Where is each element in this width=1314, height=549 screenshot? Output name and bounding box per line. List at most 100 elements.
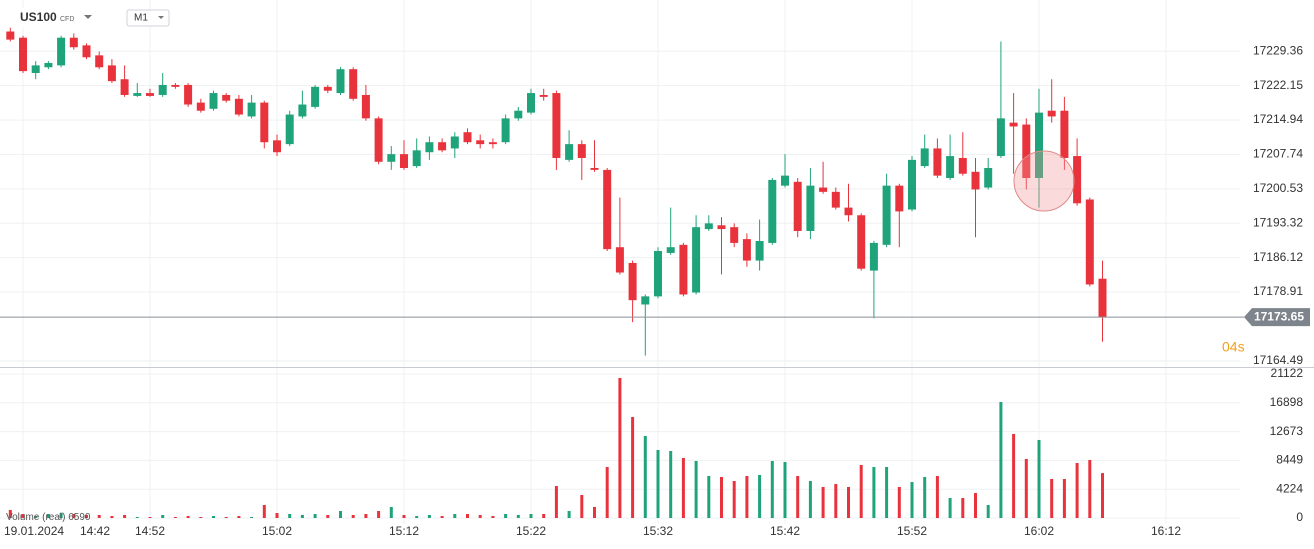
timeframe[interactable]: M1: [134, 13, 148, 24]
candle-body: [133, 93, 142, 96]
volume-bar: [262, 504, 266, 518]
volume-bar: [605, 466, 609, 518]
candle-body: [285, 114, 294, 145]
y-tick-label: 0: [1296, 510, 1303, 524]
candle-body: [44, 62, 53, 68]
candle-body: [1035, 112, 1043, 179]
volume-bar: [224, 516, 228, 518]
volume-bar: [834, 483, 838, 518]
x-tick-label: 15:02: [262, 524, 292, 538]
candle-body: [400, 154, 408, 168]
candle-body: [349, 69, 358, 99]
volume-bar: [415, 516, 419, 518]
header[interactable]: US100 CFD M1: [14, 8, 170, 28]
candle-body: [603, 169, 612, 250]
candle-body: [806, 185, 815, 231]
volume-bar: [364, 513, 368, 518]
volume-bar: [250, 516, 254, 518]
volume-bar: [8, 509, 12, 518]
symbol[interactable]: US100: [20, 10, 57, 24]
candle-body: [1022, 124, 1031, 179]
volume-bar: [389, 506, 393, 518]
y-tick-label: 8449: [1276, 453, 1303, 467]
volume-bar: [961, 497, 965, 518]
volume-bar: [237, 516, 241, 518]
candle-body: [869, 242, 878, 271]
candle-body: [717, 225, 726, 230]
y-tick-label: 17178.91: [1253, 284, 1303, 298]
candle-body: [222, 94, 231, 101]
candle-body: [1047, 110, 1056, 117]
candle-body: [755, 241, 764, 261]
candle-body: [95, 55, 104, 68]
volume-bar: [199, 516, 203, 518]
volume-bar: [580, 494, 584, 518]
candle-body: [158, 84, 167, 95]
candle-body: [120, 79, 129, 95]
volume-bar: [885, 466, 889, 518]
candle-body: [57, 37, 66, 66]
volume-bar: [173, 516, 177, 518]
x-tick-label: 16:02: [1024, 524, 1054, 538]
x-tick-label: 15:12: [389, 524, 419, 538]
y-tick-label: 21122: [1271, 366, 1304, 380]
volume-bar: [986, 504, 990, 518]
volume-bar: [1088, 459, 1092, 518]
x-tick-label: 15:32: [643, 524, 673, 538]
candle-body: [895, 185, 904, 212]
candle-body: [107, 65, 116, 82]
volume-bar: [85, 515, 88, 518]
volume-bar: [21, 513, 25, 518]
candle-body: [298, 104, 307, 117]
dropdown-arrow[interactable]: [158, 16, 164, 19]
volume-bar: [72, 513, 76, 518]
volume-bar: [910, 481, 914, 518]
candle-body: [539, 94, 548, 97]
volume-bar: [821, 486, 825, 518]
volume-bar: [110, 516, 114, 518]
volume-bar: [669, 450, 673, 518]
y-tick-label: 17229.36: [1253, 43, 1303, 57]
volume-bar: [783, 461, 787, 518]
candle-body: [704, 223, 713, 230]
candle-body: [654, 251, 662, 297]
candle-body: [311, 86, 320, 107]
candle-body: [247, 102, 256, 117]
last-price-label: 17173.65: [1254, 309, 1304, 323]
volume-bar: [593, 506, 596, 518]
candle-body: [819, 187, 828, 192]
candle-body: [412, 150, 421, 167]
y-tick-label: 4224: [1276, 481, 1303, 495]
candle-body: [615, 247, 624, 273]
candle-body: [336, 69, 345, 94]
candle-body: [209, 93, 218, 109]
candle-body: [920, 148, 929, 167]
marks: [0, 27, 1244, 518]
y-tick-label: 17193.32: [1253, 215, 1303, 229]
volume-bar: [1062, 478, 1066, 518]
candle-body: [196, 102, 205, 111]
symbol-box[interactable]: [14, 8, 104, 28]
volume-bar: [466, 513, 469, 518]
volume-bar: [377, 510, 381, 518]
volume-bar: [135, 516, 139, 518]
volume-bar: [631, 416, 635, 518]
y-tick-label: 17186.12: [1253, 250, 1303, 264]
timeframe-box[interactable]: [126, 9, 170, 27]
volume-bar: [770, 460, 774, 518]
volume-bar: [732, 480, 736, 518]
volume-bar: [478, 515, 482, 518]
candle-body: [425, 142, 434, 153]
volume-bar: [326, 515, 330, 518]
volume-bar: [516, 515, 520, 518]
volume-bar: [1075, 462, 1079, 518]
volume-label: Volume (real) 6590: [6, 512, 91, 523]
dropdown-arrow[interactable]: [84, 15, 92, 19]
volume-bar: [758, 474, 762, 518]
volume-bar: [351, 515, 355, 518]
candle-body: [971, 171, 980, 190]
price-tag: [1244, 308, 1310, 327]
candle-body: [146, 93, 154, 96]
volume-bar: [275, 513, 279, 518]
